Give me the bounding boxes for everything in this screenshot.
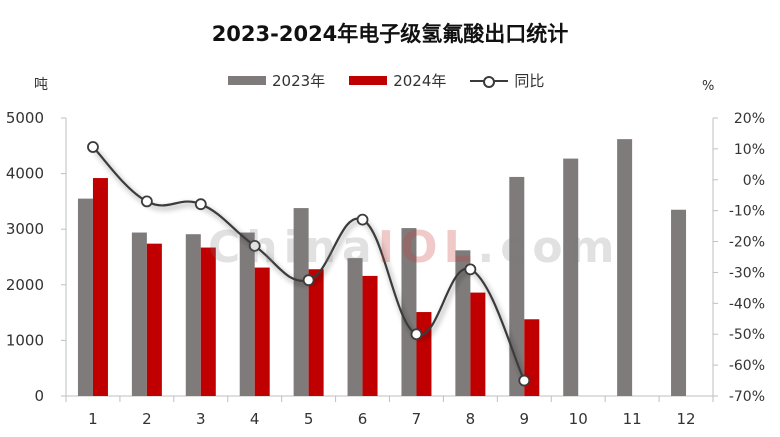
bar-2024年-3 [200,247,216,396]
bar-2023年-3 [185,234,201,396]
yoy-point-6 [356,213,369,226]
y2-tick-label: -20% [729,235,765,251]
bar-2023年-7 [401,228,417,396]
yoy-point-9 [518,374,531,387]
yoy-point-1 [87,141,99,153]
bar-2023年-10 [563,158,579,396]
y2-tick-label: 20% [734,111,765,127]
bar-2024年-6 [362,275,378,396]
yoy-point-7 [410,328,423,341]
y-tick-label: 5000 [6,109,44,127]
x-tick-label: 3 [196,410,206,428]
watermark-highlight: IOL [377,222,478,273]
yoy-line [92,146,526,382]
yoy-point-5 [302,274,315,287]
legend-label-2024: 2024年 [393,72,447,90]
y-tick-label: 2000 [6,276,44,294]
y2-tick-label: -70% [729,389,765,405]
bar-2024年-1 [92,178,108,396]
bar-2024年-8 [470,292,486,396]
y2-tick-label: 10% [734,142,765,158]
x-tick-label: 10 [569,410,588,428]
x-tick-label: 5 [304,410,314,428]
x-tick-label: 9 [520,410,530,428]
x-tick-label: 2 [142,410,152,428]
x-tick-label: 7 [412,410,422,428]
bar-2023年-11 [617,139,633,397]
bar-2023年-1 [77,198,93,396]
x-tick-label: 1 [88,410,98,428]
bar-2023年-4 [239,232,255,396]
yoy-point-2 [140,195,153,208]
x-tick-label: 8 [466,410,476,428]
x-tick-label: 11 [623,410,642,428]
legend-swatch-yoy [470,74,509,88]
bar-2023年-6 [347,258,363,396]
bar-2023年-12 [671,209,687,396]
y2-tick-label: 0% [743,173,765,189]
yoy-point-4 [248,239,261,252]
bar-2024年-7 [416,312,432,396]
legend-item-yoy: 同比 [470,70,544,91]
bar-2023年-5 [293,208,309,396]
x-tick-label: 12 [676,410,695,428]
legend-label-2023: 2023年 [272,72,326,90]
bar-2024年-2 [146,243,162,396]
legend-swatch-2023 [228,76,266,85]
y-tick-label: 3000 [6,220,44,238]
y-tick-label: 1000 [6,331,44,349]
y2-axis-unit: % [702,79,715,94]
watermark: ChinaIOL.com [208,222,620,273]
y2-tick-label: -10% [729,204,765,220]
legend-item-2024: 2024年 [349,70,446,91]
y2-tick-label: -30% [729,265,765,281]
legend-item-2023: 2023年 [228,70,325,91]
bar-2024年-5 [308,269,324,396]
y-axis-unit: 吨 [34,77,48,93]
chart-title: 2023-2024年电子级氢氟酸出口统计 [211,22,569,46]
y-tick-label: 4000 [6,165,44,183]
yoy-point-3 [194,198,207,211]
y2-tick-label: -40% [729,296,765,312]
x-tick-label: 4 [250,410,260,428]
bar-2023年-9 [509,176,525,396]
legend-swatch-2024 [349,76,388,85]
bar-2024年-4 [254,267,270,396]
y2-tick-label: -60% [729,358,765,374]
legend-label-yoy: 同比 [514,72,545,90]
y-tick-label: 0 [34,387,44,405]
watermark-post: .com [477,222,621,273]
chart-legend: 2023年 2024年 同比 [228,70,568,91]
bar-2023年-2 [131,232,147,396]
x-tick-label: 6 [358,410,368,428]
y2-tick-label: -50% [729,327,765,343]
yoy-point-8 [464,263,477,276]
bar-2023年-8 [455,250,471,396]
watermark-pre: China [208,222,378,273]
